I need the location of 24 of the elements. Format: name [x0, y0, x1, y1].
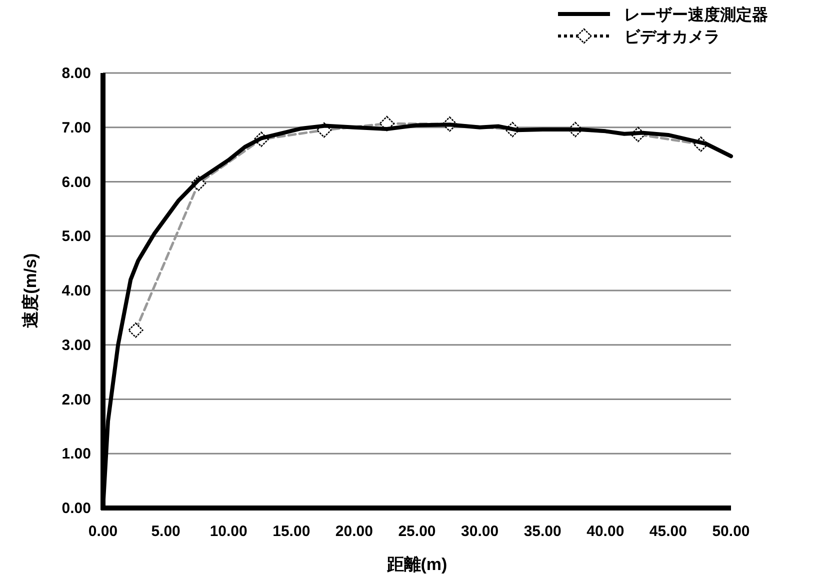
x-tick-label: 5.00	[151, 523, 180, 540]
y-tick-label: 1.00	[62, 446, 91, 463]
x-tick-label: 40.00	[586, 523, 624, 540]
y-tick-label: 4.00	[62, 282, 91, 300]
x-tick-label: 35.00	[524, 523, 562, 540]
y-tick-label: 0.00	[62, 500, 91, 517]
x-tick-label: 20.00	[335, 523, 373, 540]
x-tick-label: 15.00	[272, 523, 310, 540]
legend-label: レーザー速度測定器	[624, 5, 768, 24]
x-tick-label: 10.00	[210, 523, 248, 540]
y-tick-label: 8.00	[62, 65, 91, 82]
y-tick-label: 6.00	[62, 174, 91, 191]
x-tick-label: 45.00	[649, 523, 687, 540]
x-axis-title: 距離(m)	[386, 555, 448, 574]
x-tick-label: 50.00	[712, 523, 750, 540]
x-tick-label: 25.00	[398, 523, 436, 540]
x-tick-label: 30.00	[461, 523, 499, 540]
y-tick-label: 7.00	[62, 119, 91, 136]
legend-label: ビデオカメラ	[624, 28, 720, 46]
y-tick-label: 3.00	[62, 336, 91, 354]
y-tick-label: 2.00	[62, 391, 91, 408]
y-tick-label: 5.00	[62, 228, 91, 246]
x-tick-label: 0.00	[88, 523, 118, 540]
y-axis-title: 速度(m/s)	[21, 253, 40, 328]
